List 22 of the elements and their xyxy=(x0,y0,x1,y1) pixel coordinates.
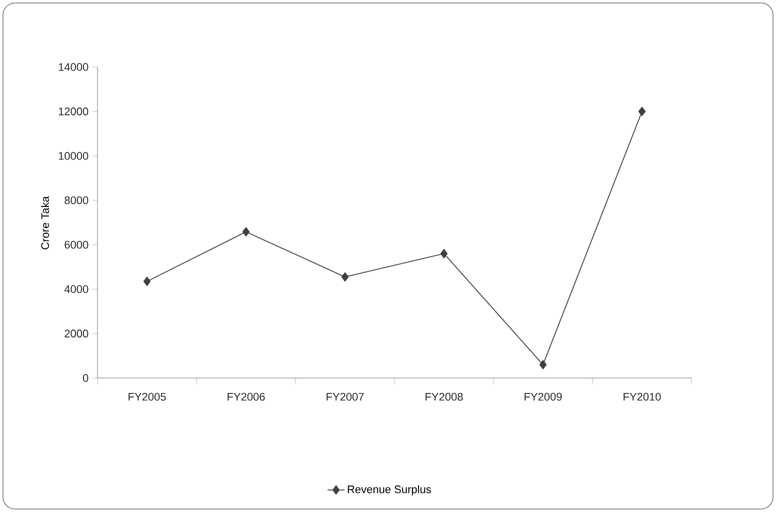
y-tick-label: 10000 xyxy=(58,152,88,160)
y-tick-label: 2000 xyxy=(64,330,88,338)
y-tick-label: 0 xyxy=(82,374,88,382)
x-tick-label: FY2006 xyxy=(228,392,265,401)
point xyxy=(341,272,349,282)
x-tick-label: FY2010 xyxy=(624,392,661,401)
y-tick-label: 14000 xyxy=(58,63,88,71)
y-tick-label: 12000 xyxy=(58,108,88,116)
point xyxy=(638,106,646,116)
x-tick-label: FY2008 xyxy=(426,392,463,401)
point xyxy=(539,360,547,370)
y-tick-label: 4000 xyxy=(64,285,88,294)
y-axis-title: Crore Taka xyxy=(40,196,50,250)
x-tick-label: FY2009 xyxy=(524,392,562,401)
legend-label: Revenue Surplus xyxy=(348,485,431,496)
x-tick-label: FY2005 xyxy=(128,392,166,401)
y-tick-label: 8000 xyxy=(64,196,88,204)
point xyxy=(440,248,448,258)
point xyxy=(143,276,151,286)
y-tick-label: 6000 xyxy=(64,240,88,249)
x-tick-label: FY2007 xyxy=(326,392,364,401)
point xyxy=(242,227,250,236)
